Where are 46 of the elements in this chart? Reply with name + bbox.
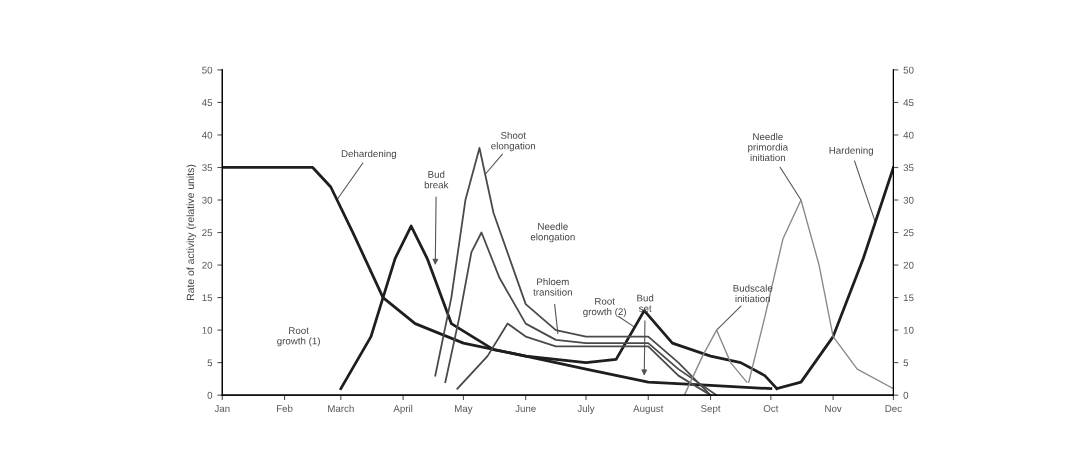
y2-tick-label: 40 — [903, 131, 914, 139]
x-tick-label: Nov — [825, 405, 842, 412]
annotation: Hardening — [829, 146, 874, 156]
y2-tick-label: 25 — [903, 229, 914, 237]
y-tick-label: 50 — [202, 66, 213, 74]
x-tick-label: Sept — [701, 405, 721, 414]
x-tick-label: Dec — [885, 405, 902, 412]
x-tick-label: Oct — [763, 405, 779, 412]
annotation: Phloem transition — [533, 278, 572, 296]
y2-tick-label: 30 — [903, 196, 914, 204]
annotation: Dehardening — [341, 149, 397, 160]
annotation: Root growth (2) — [583, 297, 626, 318]
y-axis-title: Rate of activity (relative units) — [186, 164, 197, 300]
annotation: Needle elongation — [530, 222, 575, 243]
y2-tick-label: 20 — [903, 261, 914, 269]
y-tick-label: 40 — [201, 131, 213, 139]
x-tick-label: Jan — [214, 405, 230, 412]
annotation: Shoot elongation — [491, 131, 536, 152]
y-tick-label: 0 — [207, 391, 213, 399]
y-tick-label: 45 — [201, 99, 213, 107]
x-tick-label: June — [515, 405, 536, 412]
y-tick-label: 20 — [202, 261, 213, 269]
y2-tick-label: 5 — [903, 359, 909, 367]
x-tick-label: March — [328, 404, 354, 412]
y-tick-label: 15 — [202, 294, 213, 302]
annotation: Needle primordia initiation — [748, 132, 789, 162]
annotation: Budscale initiation — [733, 284, 773, 303]
annotation: Bud set — [637, 294, 654, 312]
y-tick-label: 10 — [202, 326, 213, 334]
y-tick-label: 35 — [202, 164, 213, 172]
y2-tick-label: 15 — [903, 294, 914, 302]
y2-tick-label: 35 — [903, 164, 914, 172]
y2-tick-label: 10 — [903, 326, 914, 334]
x-tick-label: Feb — [276, 404, 293, 412]
y-tick-label: 5 — [207, 359, 213, 367]
x-tick-label: May — [455, 405, 473, 414]
y2-tick-label: 50 — [903, 66, 914, 74]
x-tick-label: August — [633, 405, 664, 414]
annotation: Root growth (1) — [277, 327, 320, 347]
x-tick-label: July — [577, 404, 595, 414]
x-tick-label: April — [393, 404, 413, 414]
y-tick-label: 25 — [202, 229, 213, 237]
annotation: Bud break — [424, 170, 449, 189]
y2-tick-label: 45 — [903, 99, 914, 107]
y2-tick-label: 0 — [903, 391, 909, 399]
y-tick-label: 30 — [202, 196, 213, 204]
